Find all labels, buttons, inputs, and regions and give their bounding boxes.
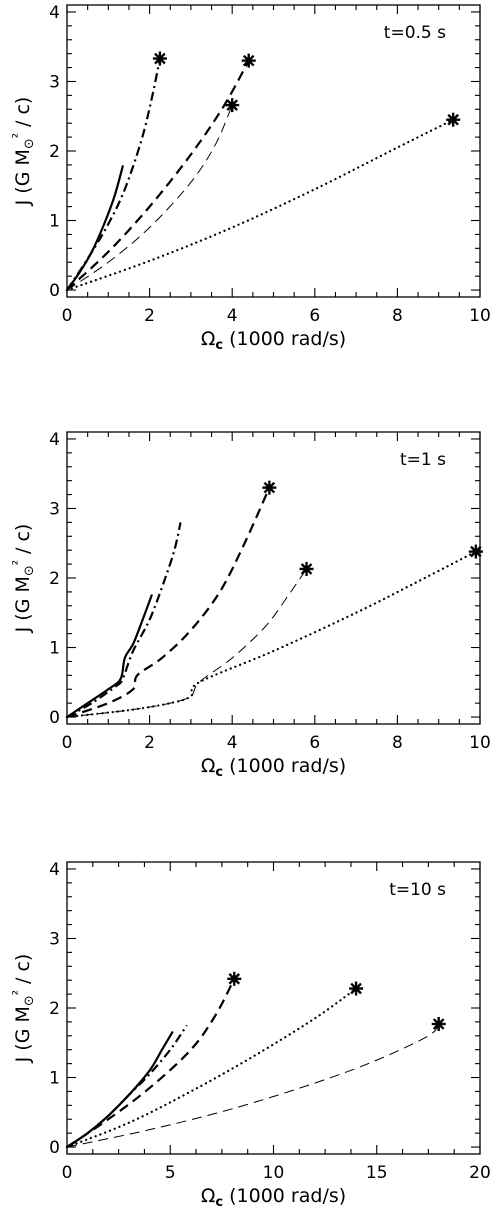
- y-tick-label: 1: [49, 212, 60, 232]
- y-tick-label: 0: [49, 1138, 60, 1158]
- x-tick-label: 6: [309, 733, 320, 753]
- y-axis-label: J (G M⊙² / c): [11, 97, 37, 207]
- y-tick-label: 3: [49, 499, 60, 519]
- x-tick-label: 10: [469, 306, 491, 326]
- y-tick-label: 2: [49, 142, 60, 162]
- endpoint-asterisk-marker: [468, 544, 483, 559]
- x-tick-label: 2: [144, 733, 155, 753]
- y-tick-label: 1: [49, 639, 60, 659]
- series-line-dotted: [65, 550, 477, 719]
- series-line-dotted: [65, 987, 358, 1149]
- x-tick-label: 0: [62, 733, 73, 753]
- x-axis-label: Ωc (1000 rad/s): [201, 328, 346, 353]
- x-tick-label: 15: [366, 1163, 388, 1183]
- y-tick-label: 3: [49, 929, 60, 949]
- y-tick-label: 4: [49, 3, 60, 23]
- series-line-dashed-thick: [66, 487, 271, 719]
- plot-frame: [66, 4, 481, 298]
- x-axis-label: Ωc (1000 rad/s): [201, 755, 346, 780]
- series-line-dashdot: [66, 522, 182, 719]
- x-tick-label: 10: [469, 733, 491, 753]
- x-tick-label: 8: [392, 733, 403, 753]
- series-line-dashed-thick: [66, 978, 236, 1148]
- endpoint-asterisk-marker: [262, 480, 277, 495]
- endpoint-asterisk-marker: [349, 981, 364, 996]
- endpoint-asterisk-marker: [431, 1016, 446, 1031]
- x-tick-label: 2: [144, 306, 155, 326]
- series-line-solid: [65, 594, 153, 719]
- plot-frame: [66, 861, 481, 1155]
- endpoint-asterisk-marker: [227, 971, 242, 986]
- series-line-dashed-thin: [66, 104, 233, 291]
- series-line-solid: [65, 1031, 174, 1149]
- y-tick-label: 4: [49, 430, 60, 450]
- endpoint-asterisk-marker: [225, 98, 240, 113]
- y-tick-label: 4: [49, 860, 60, 880]
- endpoint-asterisk-marker: [241, 53, 256, 68]
- x-tick-label: 10: [263, 1163, 285, 1183]
- panel-time-label: t=10 s: [389, 880, 446, 900]
- plot-frame: [66, 431, 481, 725]
- y-tick-label: 2: [49, 569, 60, 589]
- y-tick-label: 3: [49, 72, 60, 92]
- series-line-dotted: [65, 118, 455, 292]
- endpoint-asterisk-marker: [446, 112, 461, 127]
- series-line-dashdot: [66, 1024, 188, 1148]
- x-tick-label: 4: [227, 306, 238, 326]
- y-axis-label: J (G M⊙² / c): [11, 524, 37, 634]
- x-tick-label: 8: [392, 306, 403, 326]
- x-tick-label: 0: [62, 306, 73, 326]
- endpoint-asterisk-marker: [152, 51, 167, 66]
- panel-time-label: t=0.5 s: [384, 23, 446, 43]
- x-tick-label: 0: [62, 1163, 73, 1183]
- panel-3: 0 5 10 15 20 0 1 2 3 4 Ωc (1000 rad/s) J (G M⊙² / c…: [11, 860, 491, 1210]
- panel-time-label: t=1 s: [400, 450, 446, 470]
- y-tick-label: 0: [49, 708, 60, 728]
- y-tick-label: 1: [49, 1069, 60, 1089]
- x-tick-label: 20: [469, 1163, 491, 1183]
- endpoint-asterisk-marker: [299, 561, 314, 576]
- x-tick-label: 6: [309, 306, 320, 326]
- series-line-dashed-thick: [66, 60, 250, 291]
- y-axis-label: J (G M⊙² / c): [11, 954, 37, 1064]
- series-line-dashdot: [66, 58, 162, 291]
- y-tick-label: 0: [49, 281, 60, 301]
- x-tick-label: 5: [165, 1163, 176, 1183]
- x-axis-label: Ωc (1000 rad/s): [201, 1185, 346, 1210]
- x-tick-label: 4: [227, 733, 238, 753]
- series-line-dashed-thin: [66, 1023, 440, 1148]
- y-tick-label: 2: [49, 999, 60, 1019]
